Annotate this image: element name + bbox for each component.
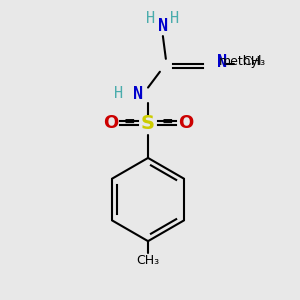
Text: N: N — [133, 85, 143, 103]
Text: O: O — [103, 114, 118, 132]
Text: =: = — [161, 116, 173, 130]
Text: methyl: methyl — [218, 55, 262, 68]
Text: O: O — [178, 114, 193, 132]
Text: S: S — [141, 114, 155, 133]
Text: N: N — [218, 53, 227, 71]
Text: CH₃: CH₃ — [242, 55, 265, 68]
Text: H: H — [114, 86, 123, 101]
Text: H: H — [170, 11, 179, 26]
Text: H: H — [146, 11, 156, 26]
Text: CH₃: CH₃ — [136, 254, 160, 268]
Text: =: = — [123, 116, 135, 130]
Text: N: N — [158, 17, 168, 35]
